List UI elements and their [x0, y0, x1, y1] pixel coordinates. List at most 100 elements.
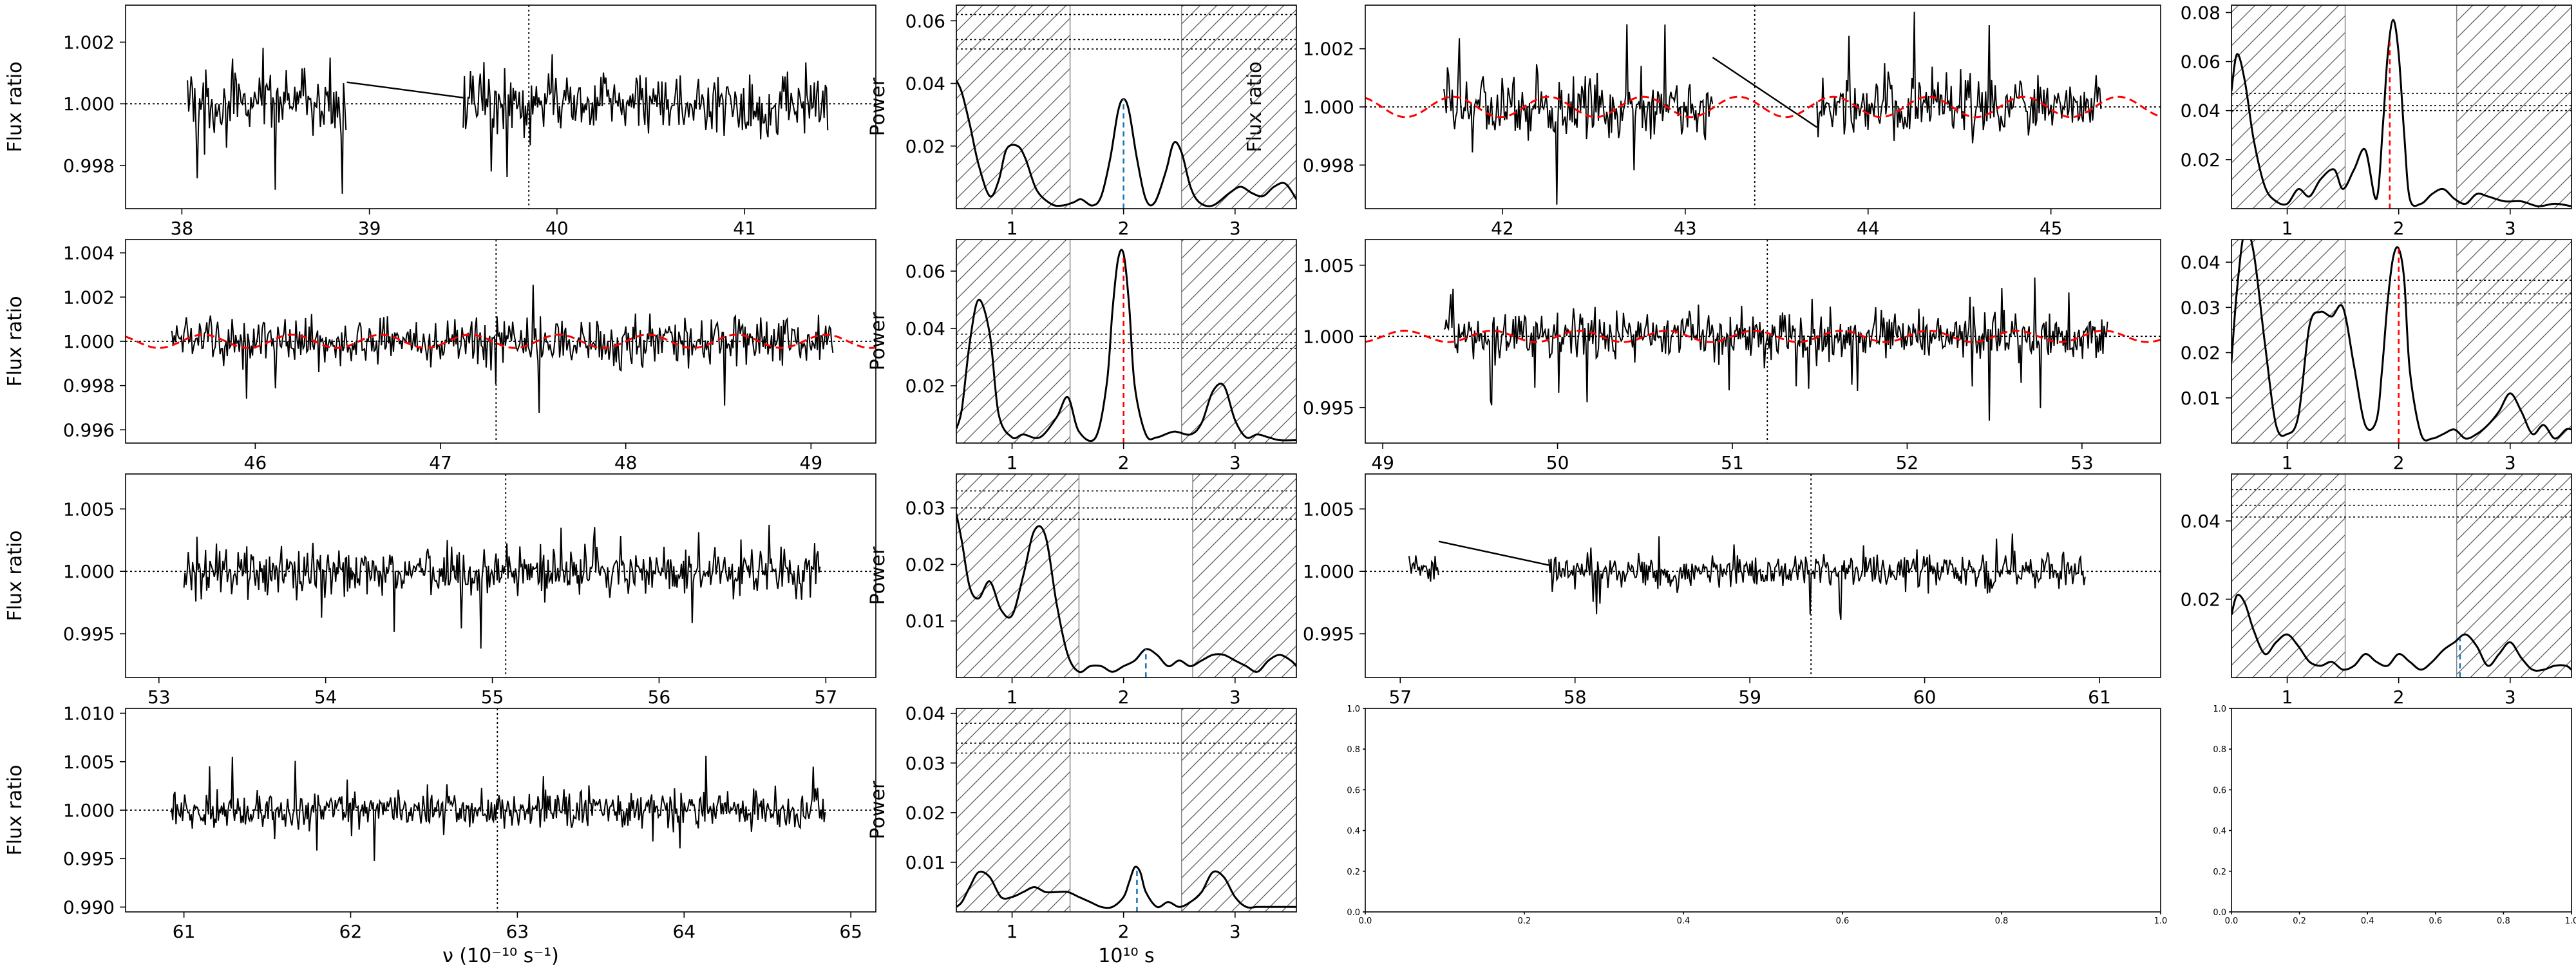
y-tick-label: 0.02	[905, 136, 945, 157]
y-tick-label: 1.000	[63, 561, 115, 582]
y-tick-label: 0.998	[63, 155, 115, 176]
x-tick-label: 2	[1118, 687, 1130, 708]
y-tick-label: 1.0	[2213, 705, 2226, 714]
x-tick-label: 3	[2505, 452, 2516, 473]
y-tick-label: 1.005	[1303, 255, 1354, 276]
x-tick-label: 3	[2505, 687, 2516, 708]
plot-area	[2231, 5, 2571, 209]
y-tick-label: 1.000	[1303, 561, 1354, 582]
x-tick-label: 1	[2282, 452, 2293, 473]
x-tick-label: 51	[1721, 452, 1744, 473]
y-tick-label: 0.990	[63, 896, 115, 918]
y-tick-label: 0.998	[1303, 155, 1354, 176]
y-tick-label: 0.08	[2181, 2, 2221, 23]
y-tick-label: 0.03	[2181, 297, 2221, 318]
x-tick-label: 57	[815, 687, 838, 708]
flux-series	[169, 755, 826, 861]
y-tick-label: 0.04	[2181, 511, 2221, 532]
hatched-region	[956, 474, 1080, 677]
x-tick-label: 41	[733, 218, 756, 239]
flux-series	[1816, 12, 2102, 144]
x-tick-label: 39	[358, 218, 381, 239]
y-tick-label: 0.2	[2213, 867, 2226, 877]
axes-frame	[956, 5, 1297, 209]
x-tick-label: 1	[1007, 687, 1018, 708]
y-tick-label: 0.04	[905, 703, 945, 724]
plot-area	[126, 708, 876, 912]
y-tick-label: 0.8	[2213, 745, 2226, 755]
plot-area	[956, 240, 1296, 443]
flux-series	[462, 54, 829, 178]
x-tick-label: 65	[839, 921, 862, 942]
x-tick-label: 42	[1491, 218, 1514, 239]
x-tick-label: 52	[1896, 452, 1919, 473]
y-tick-label: 0.995	[63, 623, 115, 645]
x-tick-label: 1	[2282, 218, 2293, 239]
y-tick-label: 0.02	[905, 802, 945, 824]
y-tick-label: 0.995	[1303, 623, 1354, 645]
x-tick-label: 1.0	[2154, 916, 2168, 926]
model-curve	[1365, 95, 2161, 118]
power-curve	[2231, 594, 2571, 672]
axes-frame	[2231, 239, 2572, 444]
y-tick-label: 0.996	[63, 419, 115, 440]
hatched-region	[2456, 5, 2571, 209]
x-tick-label: 49	[1371, 452, 1394, 473]
y-tick-label: 0.03	[905, 753, 945, 774]
y-tick-label: 0.06	[905, 10, 945, 32]
x-tick-label: 47	[429, 452, 452, 473]
plot-area	[126, 240, 876, 443]
model-curve	[1365, 329, 2161, 343]
x-tick-label: 48	[614, 452, 638, 473]
y-tick-label: 0.998	[63, 375, 115, 397]
y-tick-label: 1.002	[63, 287, 115, 308]
plot-area	[2231, 240, 2571, 443]
x-tick-label: 1	[1007, 921, 1018, 942]
x-tick-label: 1	[1007, 452, 1018, 473]
flux-series	[187, 48, 347, 194]
y-tick-label: 0.02	[2181, 589, 2221, 610]
y-tick-label: 0.02	[905, 375, 945, 397]
flux-series	[1443, 277, 2108, 421]
x-tick-label: 2	[1118, 218, 1130, 239]
gap-connector	[1712, 57, 1817, 128]
x-tick-label: 61	[173, 921, 196, 942]
hatched-region	[1180, 708, 1296, 912]
y-axis-label: Power	[867, 77, 889, 136]
power-curve	[956, 866, 1296, 909]
x-tick-label: 0.8	[2497, 916, 2510, 926]
axes-frame	[956, 473, 1297, 678]
panel-flux-3: 46 47 48 49 0.996 0.998 1.000 1.002 1.004 Flux ra…	[4, 239, 876, 473]
y-tick-label: 1.0	[1347, 705, 1360, 714]
x-tick-label: 59	[1738, 687, 1761, 708]
x-tick-label: 3	[2505, 218, 2516, 239]
x-tick-label: 40	[545, 218, 569, 239]
x-tick-label: 55	[481, 687, 504, 708]
panel-power-2: 1 2 3 0.02 0.04 0.06 0.08	[2181, 2, 2572, 239]
x-tick-label: 0.6	[1836, 916, 1850, 926]
y-tick-label: 0.03	[905, 498, 945, 519]
x-tick-label: 58	[1564, 687, 1587, 708]
plot-area	[1365, 5, 2161, 209]
y-tick-label: 0.02	[2181, 343, 2221, 364]
panel-flux-7: 61 62 63 64 65 0.990 0.995 1.000 1.005 1.010 Flux …	[4, 703, 876, 966]
x-tick-label: 0.2	[2293, 916, 2306, 926]
panel-power-7: 1 2 3 0.01 0.02 0.03 0.04 Power 10¹⁰ s	[867, 703, 1297, 966]
y-tick-label: 0.01	[2181, 388, 2221, 409]
hatched-region	[2231, 474, 2346, 677]
x-tick-label: 1	[1007, 218, 1018, 239]
y-tick-label: 0.0	[2213, 908, 2226, 918]
plot-area	[1365, 474, 2161, 677]
x-tick-label: 50	[1546, 452, 1569, 473]
panel-flux-5: 53 54 55 56 57 0.995 1.000 1.005 Flux ratio	[4, 473, 876, 708]
x-tick-label: 2	[2393, 218, 2405, 239]
hatched-region	[1180, 240, 1296, 443]
plot-area	[1365, 240, 2161, 443]
flux-series	[1408, 555, 1439, 582]
hatched-region	[956, 5, 1071, 209]
y-tick-label: 0.0	[1347, 908, 1360, 918]
axes-frame	[1365, 239, 2161, 444]
y-tick-label: 1.000	[63, 93, 115, 115]
y-tick-label: 1.005	[63, 498, 115, 520]
